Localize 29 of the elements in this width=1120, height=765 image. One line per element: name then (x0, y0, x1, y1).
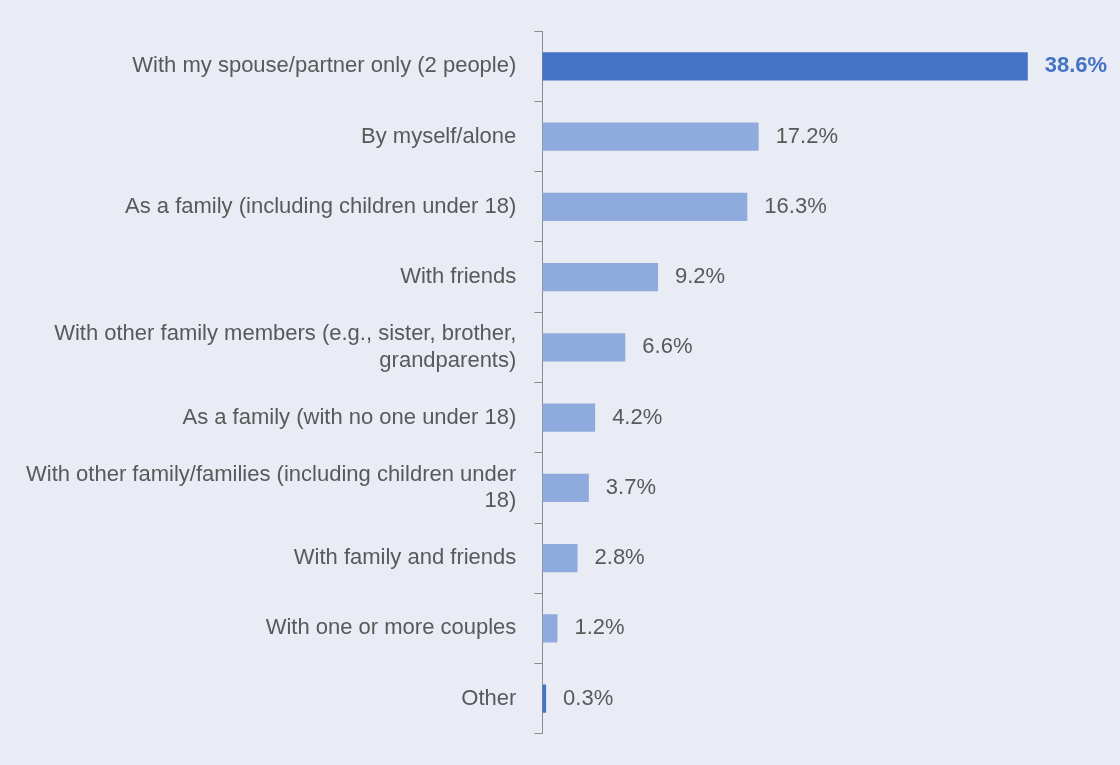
bar (542, 403, 596, 432)
data-label: 0.3% (563, 684, 614, 710)
bar (542, 333, 626, 362)
data-label: 17.2% (775, 122, 839, 148)
bar (542, 544, 578, 573)
bar (542, 473, 589, 502)
data-label: 38.6% (1044, 52, 1108, 78)
data-label: 16.3% (764, 192, 827, 218)
y-tick-label: As a family (with no one under 18) (182, 403, 517, 429)
y-tick-label: Other (461, 684, 517, 710)
data-label: 4.2% (612, 403, 663, 429)
y-tick-label: As a family (including children under 18) (125, 192, 517, 218)
data-label: 1.2% (574, 614, 625, 640)
y-tick-label: With other family/families (including children under 18) (25, 460, 517, 513)
data-label: 3.7% (605, 473, 657, 499)
bar (542, 263, 659, 292)
y-tick-label: With family and friends (293, 544, 517, 570)
y-tick-label: With one or more couples (265, 614, 517, 640)
y-tick-label: By myself/alone (361, 122, 517, 148)
y-tick-label: With friends (400, 263, 517, 289)
bar (542, 614, 558, 643)
bar (542, 52, 1028, 81)
data-label: 2.8% (594, 544, 645, 570)
bar (542, 192, 748, 221)
data-label: 9.2% (675, 263, 726, 289)
y-tick-label: With my spouse/partner only (2 people) (132, 52, 517, 78)
y-tick-label: With other family members (e.g., sister, brother, grandparents) (54, 320, 517, 372)
data-label: 6.6% (642, 333, 693, 359)
bar (542, 122, 759, 151)
